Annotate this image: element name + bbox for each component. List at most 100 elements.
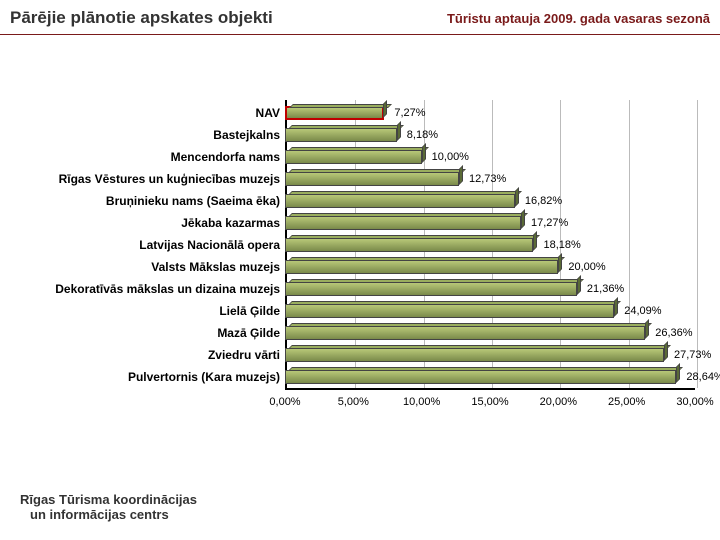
category-label: Bruņinieku nams (Saeima ēka) — [10, 192, 280, 210]
bar-top-face — [288, 323, 652, 327]
value-label: 21,36% — [587, 280, 624, 298]
bar-side-face — [614, 297, 618, 317]
bar-top-face — [288, 213, 528, 217]
chart-row: NAV 7,27% — [10, 104, 710, 122]
value-label: 10,00% — [432, 148, 469, 166]
bar — [285, 348, 664, 362]
bar — [285, 260, 558, 274]
value-label: 16,82% — [525, 192, 562, 210]
chart-row: Bastejkalns8,18% — [10, 126, 710, 144]
category-label: Rīgas Vēstures un kuģniecības muzejs — [10, 170, 280, 188]
category-label: Zviedru vārti — [10, 346, 280, 364]
x-tick-label: 30,00% — [676, 396, 713, 408]
bar-face — [286, 173, 458, 185]
bar-face — [286, 129, 396, 141]
bar-side-face — [383, 100, 387, 118]
chart-row: Mencendorfa nams 10,00% — [10, 148, 710, 166]
bar — [285, 194, 515, 208]
bar-side-face — [422, 143, 426, 163]
chart-row: Bruņinieku nams (Saeima ēka) 16,82% — [10, 192, 710, 210]
x-axis-labels: 0,00%5,00%10,00%15,00%20,00%25,00%30,00% — [285, 396, 695, 416]
value-label: 28,64% — [686, 368, 720, 386]
bar-face — [286, 305, 613, 317]
category-label: Jēkaba kazarmas — [10, 214, 280, 232]
chart-row: Pulvertornis (Kara muzejs)28,64% — [10, 368, 710, 386]
value-label: 12,73% — [469, 170, 506, 188]
chart-row: Valsts Mākslas muzejs20,00% — [10, 258, 710, 276]
bar-side-face — [676, 363, 680, 383]
chart-row: Mazā Ģilde 26,36% — [10, 324, 710, 342]
category-label: Lielā Ģilde — [10, 302, 280, 320]
bar-side-face — [664, 341, 668, 361]
bar-face — [286, 283, 576, 295]
chart-area: 0,00% 5,00% 10,00% 15,00% 20,00% 25,00% 30,00%… — [0, 100, 720, 440]
bar — [285, 304, 614, 318]
bar — [285, 282, 577, 296]
bar — [285, 370, 676, 384]
category-label: Pulvertornis (Kara muzejs) — [10, 368, 280, 386]
category-label: Dekoratīvās mākslas un dizaina muzejs — [10, 280, 280, 298]
bar-side-face — [558, 253, 562, 273]
bar — [285, 216, 521, 230]
x-tick-label: 5,00% — [338, 396, 369, 408]
bar-side-face — [645, 319, 649, 339]
bar-top-face — [288, 235, 540, 239]
bar-top-face — [288, 147, 429, 151]
bar — [285, 326, 645, 340]
bar-side-face — [533, 231, 537, 251]
x-tick-label: 15,00% — [471, 396, 508, 408]
x-tick-label: 20,00% — [540, 396, 577, 408]
chart-row: Lielā Ģilde 24,09% — [10, 302, 710, 320]
value-label: 17,27% — [531, 214, 568, 232]
bar-face — [286, 217, 520, 229]
value-label: 7,27% — [394, 104, 425, 122]
category-label: Mencendorfa nams — [10, 148, 280, 166]
page-subtitle: Tūristu aptauja 2009. gada vasaras sezon… — [447, 11, 710, 26]
bar-top-face — [288, 257, 565, 261]
value-label: 27,73% — [674, 346, 711, 364]
bar-top-face — [288, 301, 621, 305]
category-label: Bastejkalns — [10, 126, 280, 144]
bar-side-face — [515, 187, 519, 207]
x-tick-label: 25,00% — [608, 396, 645, 408]
bar-face — [286, 261, 557, 273]
value-label: 18,18% — [543, 236, 580, 254]
bar-top-face — [288, 125, 404, 129]
category-label: Latvijas Nacionālā opera — [10, 236, 280, 254]
x-tick-label: 0,00% — [269, 396, 300, 408]
chart-row: Zviedru vārti 27,73% — [10, 346, 710, 364]
bar-side-face — [459, 165, 463, 185]
bar — [285, 172, 459, 186]
bar-top-face — [288, 169, 466, 173]
bar-top-face — [288, 345, 671, 349]
value-label: 26,36% — [655, 324, 692, 342]
bar-face — [286, 239, 532, 251]
bar-face — [286, 327, 644, 339]
bar-face — [286, 371, 675, 383]
page-title: Pārējie plānotie apskates objekti — [10, 8, 273, 28]
bar-top-face — [288, 367, 683, 371]
chart-row: Rīgas Vēstures un kuģniecības muzejs 12,7… — [10, 170, 710, 188]
bar-face — [286, 195, 514, 207]
footer-org: Rīgas Tūrisma koordinācijas un informāci… — [20, 492, 197, 522]
chart-row: Jēkaba kazarmas 17,27% — [10, 214, 710, 232]
bar-top-face — [288, 191, 522, 195]
bar-top-face — [288, 279, 584, 283]
category-label: Mazā Ģilde — [10, 324, 280, 342]
bar — [285, 238, 533, 252]
category-label: NAV — [10, 104, 280, 122]
bar-side-face — [521, 209, 525, 229]
chart-row: Latvijas Nacionālā opera 18,18% — [10, 236, 710, 254]
bar-side-face — [397, 121, 401, 141]
bar — [285, 106, 384, 120]
footer-line2: un informācijas centrs — [20, 507, 197, 522]
bar-face — [286, 151, 421, 163]
bar — [285, 128, 397, 142]
bar-face — [286, 349, 663, 361]
value-label: 24,09% — [624, 302, 661, 320]
bar-top-face — [289, 104, 392, 108]
bar-face — [287, 108, 382, 118]
bar — [285, 150, 422, 164]
value-label: 20,00% — [568, 258, 605, 276]
x-tick-label: 10,00% — [403, 396, 440, 408]
